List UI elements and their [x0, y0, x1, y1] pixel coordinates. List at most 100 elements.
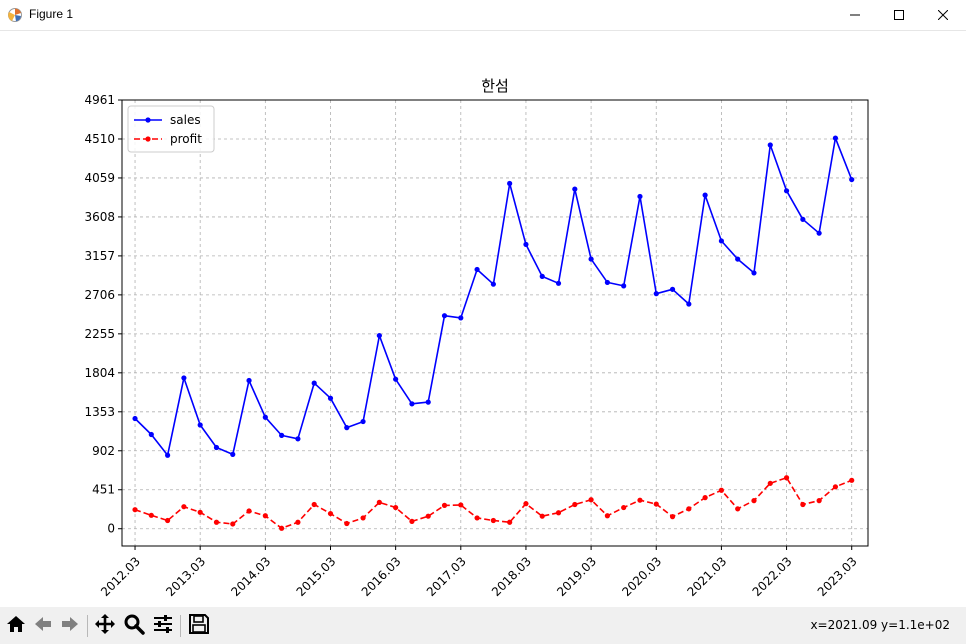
sales-point [555, 280, 562, 286]
profit-point [246, 508, 252, 514]
save-button[interactable] [187, 614, 211, 638]
series-layer [132, 135, 855, 531]
sliders-icon [152, 613, 174, 639]
move-icon [94, 613, 116, 639]
sales-point [604, 279, 610, 286]
profit-point [327, 510, 334, 517]
profit-point [816, 498, 822, 504]
pan-button[interactable] [93, 614, 117, 638]
window-titlebar: Figure 1 [0, 0, 966, 31]
profit-point [213, 519, 220, 525]
maximize-button[interactable] [876, 0, 922, 30]
home-icon [5, 613, 27, 639]
sales-point [311, 380, 317, 386]
profit-point [523, 501, 529, 507]
sales-point [849, 176, 855, 183]
sales-point [230, 451, 236, 457]
y-tick-label: 4961 [84, 93, 115, 107]
sales-point [360, 418, 366, 425]
sales-point [393, 376, 399, 382]
back-button[interactable] [31, 614, 55, 638]
minimize-button[interactable] [832, 0, 878, 30]
maximize-icon [894, 10, 904, 20]
x-tick-label: 2012.03 [98, 554, 143, 599]
sales-point [751, 270, 757, 276]
profit-point [376, 499, 382, 505]
profit-point [832, 484, 839, 490]
toolbar-separator [87, 615, 88, 637]
arrow-right-icon [59, 613, 81, 639]
sales-point [344, 425, 350, 431]
close-icon [938, 10, 948, 20]
profit-point [718, 487, 725, 493]
profit-point [295, 519, 301, 525]
legend-swatch-marker [145, 117, 151, 123]
sales-point [800, 216, 806, 222]
navigation-toolbar: x=2021.09 y=1.1e+02 [0, 607, 966, 644]
profit-point [735, 506, 741, 512]
sales-point [686, 301, 692, 307]
forward-button[interactable] [58, 614, 82, 638]
grid-lines [122, 99, 868, 546]
minimize-icon [850, 10, 860, 20]
x-tick-label: 2021.03 [684, 554, 729, 599]
sales-point [132, 415, 138, 422]
sales-point [490, 281, 496, 287]
profit-point [311, 501, 317, 508]
close-button[interactable] [920, 0, 966, 30]
sales-point [165, 452, 171, 458]
profit-point [555, 510, 562, 516]
legend-label: sales [170, 113, 201, 127]
sales-point [653, 291, 659, 297]
x-tick-label: 2016.03 [359, 554, 404, 599]
profit-point [767, 480, 773, 486]
chart-title: 한섬 [481, 77, 509, 95]
profit-point [572, 501, 578, 508]
zoom-button[interactable] [122, 614, 146, 638]
sales-point [507, 180, 513, 187]
coordinate-readout: x=2021.09 y=1.1e+02 [810, 618, 950, 632]
sales-point [539, 273, 545, 279]
profit-point [507, 519, 513, 525]
profit-point [588, 497, 594, 503]
figure-canvas[interactable]: 0 451 902 1353 1804 2255 2706 3157 3608 4059 4510 4… [0, 31, 966, 607]
profit-point [409, 518, 415, 524]
profit-point [653, 501, 659, 507]
sales-point [458, 315, 464, 321]
profit-point [490, 517, 496, 524]
sales-point [669, 286, 676, 292]
sales-point [735, 256, 741, 262]
x-tick-label: 2013.03 [163, 554, 208, 599]
profit-point [474, 515, 480, 521]
line-chart: 0 451 902 1353 1804 2255 2706 3157 3608 4059 4510 4… [84, 77, 869, 599]
sales-point [621, 283, 627, 289]
sales-point [474, 266, 480, 273]
axis-ticks: 0 451 902 1353 1804 2255 2706 3157 3608 4059 4510 4… [84, 93, 859, 599]
profit-point [262, 513, 268, 519]
magnifier-icon [123, 613, 145, 639]
x-tick-label: 2018.03 [489, 554, 534, 599]
y-tick-label: 902 [92, 444, 115, 458]
home-button[interactable] [4, 614, 28, 638]
profit-point [702, 495, 708, 501]
sales-point [832, 135, 839, 141]
sales-point [702, 192, 708, 198]
sales-point [213, 444, 220, 451]
sales-point [295, 436, 301, 442]
matplotlib-icon [7, 7, 23, 23]
sales-point [279, 432, 285, 438]
profit-point [686, 506, 692, 512]
sales-series-line [134, 137, 853, 457]
sales-point [783, 188, 790, 194]
profit-point [132, 507, 138, 513]
profit-point [849, 477, 855, 483]
legend-label: profit [170, 132, 202, 146]
configure-subplots-button[interactable] [151, 614, 175, 638]
profit-point [783, 475, 790, 481]
y-tick-label: 4059 [84, 171, 115, 185]
y-tick-label: 2706 [84, 288, 115, 302]
sales-point [523, 241, 529, 248]
sales-point [246, 377, 252, 384]
legend: sales profit [127, 105, 215, 153]
x-tick-label: 2019.03 [554, 554, 599, 599]
